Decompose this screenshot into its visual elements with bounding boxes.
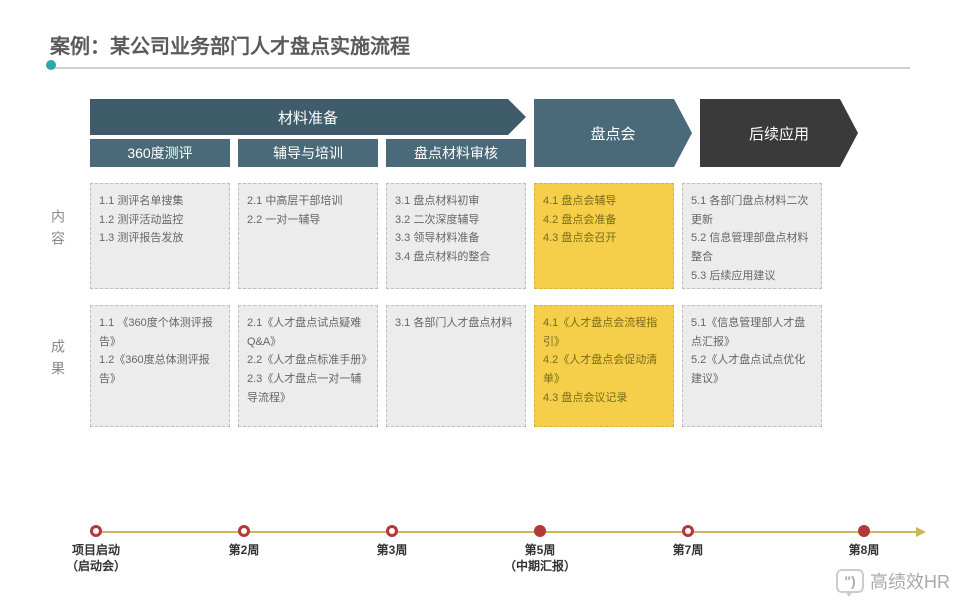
process-box: 5.1 各部门盘点材料二次更新5.2 信息管理部盘点材料整合5.3 后续应用建议: [682, 183, 822, 289]
box-line: 5.2 信息管理部盘点材料整合: [691, 229, 813, 266]
process-box: 3.1 各部门人才盘点材料: [386, 305, 526, 427]
timeline-label: 第7周: [673, 543, 704, 559]
sub-headers: 360度测评辅导与培训盘点材料审核: [90, 139, 526, 167]
row-label-content: 内容: [48, 209, 68, 253]
box-line: 1.2 测评活动监控: [99, 211, 221, 230]
box-line: 4.3 盘点会议记录: [543, 389, 665, 408]
process-box: 2.1《人才盘点试点疑难Q&A》2.2《人才盘点标准手册》2.3《人才盘点一对一…: [238, 305, 378, 427]
page-title: 案例：某公司业务部门人才盘点实施流程: [50, 30, 910, 59]
timeline-point: [90, 525, 102, 537]
title-underline: [50, 67, 910, 69]
phase-arrow: 后续应用: [700, 99, 858, 167]
box-line: 3.1 盘点材料初审: [395, 192, 517, 211]
process-box: 4.1 盘点会辅导4.2 盘点会准备4.3 盘点会召开: [534, 183, 674, 289]
watermark: ") 高绩效HR: [836, 568, 950, 594]
sub-header: 辅导与培训: [238, 139, 378, 167]
result-row: 1.1 《360度个体测评报告》1.2《360度总体测评报告》2.1《人才盘点试…: [90, 305, 822, 427]
process-box: 5.1《信息管理部人才盘点汇报》5.2《人才盘点试点优化建议》: [682, 305, 822, 427]
box-line: 3.3 领导材料准备: [395, 229, 517, 248]
timeline-label: 第5周（中期汇报）: [504, 543, 576, 574]
box-line: 1.2《360度总体测评报告》: [99, 351, 221, 388]
process-box: 4.1《人才盘点会流程指引》4.2《人才盘点会促动清单》4.3 盘点会议记录: [534, 305, 674, 427]
timeline-arrow-icon: [916, 527, 926, 537]
box-line: 5.3 后续应用建议: [691, 267, 813, 286]
row-label-result: 成果: [48, 339, 68, 383]
box-line: 5.1 各部门盘点材料二次更新: [691, 192, 813, 229]
box-line: 2.2 一对一辅导: [247, 211, 369, 230]
box-line: 3.1 各部门人才盘点材料: [395, 314, 517, 333]
phase-arrows: 360度测评辅导与培训盘点材料审核 材料准备盘点会 后续应用: [90, 99, 910, 173]
sub-header: 盘点材料审核: [386, 139, 526, 167]
phase-label: 盘点会: [590, 123, 635, 144]
timeline-point: [238, 525, 250, 537]
process-box: 3.1 盘点材料初审3.2 二次深度辅导3.3 领导材料准备3.4 盘点材料的整…: [386, 183, 526, 289]
box-line: 1.3 测评报告发放: [99, 229, 221, 248]
phase-arrow: 盘点会: [534, 99, 692, 167]
box-line: 3.2 二次深度辅导: [395, 211, 517, 230]
process-box: 2.1 中高层干部培训2.2 一对一辅导: [238, 183, 378, 289]
wechat-icon: "): [836, 569, 864, 593]
phase-label: 后续应用: [749, 123, 809, 144]
process-box: 1.1 《360度个体测评报告》1.2《360度总体测评报告》: [90, 305, 230, 427]
box-line: 2.1《人才盘点试点疑难Q&A》: [247, 314, 369, 351]
process-diagram: 360度测评辅导与培训盘点材料审核 材料准备盘点会 后续应用 内容 1.1 测评名…: [50, 99, 910, 559]
timeline: 项目启动（启动会）第2周第3周第5周（中期汇报）第7周第8周: [90, 531, 920, 533]
timeline-label: 第3周: [377, 543, 408, 559]
process-box: 1.1 测评名单搜集1.2 测评活动监控1.3 测评报告发放: [90, 183, 230, 289]
phase-label: 材料准备: [278, 107, 338, 128]
watermark-text: 高绩效HR: [870, 568, 950, 594]
timeline-label: 第8周: [849, 543, 880, 559]
box-line: 1.1 《360度个体测评报告》: [99, 314, 221, 351]
box-line: 4.3 盘点会召开: [543, 229, 665, 248]
box-line: 2.3《人才盘点一对一辅导流程》: [247, 370, 369, 407]
box-line: 2.1 中高层干部培训: [247, 192, 369, 211]
sub-header: 360度测评: [90, 139, 230, 167]
box-line: 4.1《人才盘点会流程指引》: [543, 314, 665, 351]
box-line: 4.2《人才盘点会促动清单》: [543, 351, 665, 388]
box-line: 4.1 盘点会辅导: [543, 192, 665, 211]
box-line: 1.1 测评名单搜集: [99, 192, 221, 211]
timeline-label: 第2周: [229, 543, 260, 559]
timeline-label: 项目启动（启动会）: [66, 543, 126, 574]
timeline-point: [858, 525, 870, 537]
phase-arrow: 材料准备: [90, 99, 526, 135]
timeline-point: [682, 525, 694, 537]
box-line: 4.2 盘点会准备: [543, 211, 665, 230]
accent-dot: [46, 60, 56, 70]
box-line: 5.2《人才盘点试点优化建议》: [691, 351, 813, 388]
timeline-line: [90, 531, 920, 533]
box-line: 3.4 盘点材料的整合: [395, 248, 517, 267]
timeline-point: [534, 525, 546, 537]
box-line: 2.2《人才盘点标准手册》: [247, 351, 369, 370]
box-line: 5.1《信息管理部人才盘点汇报》: [691, 314, 813, 351]
timeline-point: [386, 525, 398, 537]
content-row: 1.1 测评名单搜集1.2 测评活动监控1.3 测评报告发放2.1 中高层干部培…: [90, 183, 822, 289]
